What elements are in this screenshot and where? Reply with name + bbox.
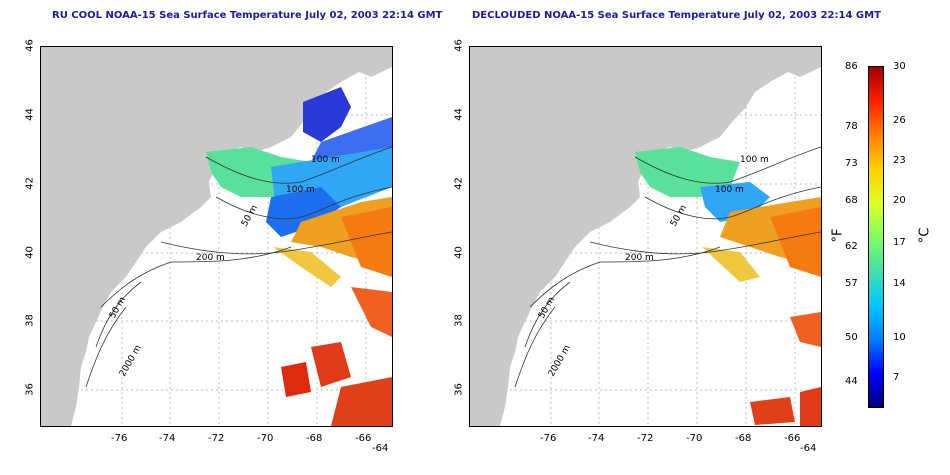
panel-2-contour-label-1: 100 m [740,155,769,165]
panel-1-contours [85,146,392,388]
panel-1-ytick: 42 [24,177,36,190]
panel-1-sst [206,87,392,426]
panel-1-map: 100 m 100 m 50 m 200 m 50 m 2000 m [40,46,393,427]
colorbar-f-label: 78 [845,121,858,132]
panel-2-sst [635,147,821,426]
panel-2-ytick: 44 [453,108,465,121]
panel-1-xtick: -64 [372,443,389,454]
panel-2-contour-label-3: 50 m [669,204,689,229]
colorbar-c-label: 26 [893,115,906,126]
panel-2-xtick: -72 [637,433,654,444]
panel-2-contours [514,146,821,388]
colorbar-f-label: 86 [845,61,858,72]
panel-1-xtick: -72 [208,433,225,444]
panel-2-ytick: 36 [453,383,465,396]
colorbar-c-label: 7 [893,372,900,383]
panel-2-map: 100 m 100 m 50 m 200 m 50 m 2000 m [469,46,822,427]
panel-2-map-svg: 100 m 100 m 50 m 200 m 50 m 2000 m [470,47,821,426]
colorbar-f-label: 50 [845,332,858,343]
colorbar-f-label: 57 [845,278,858,289]
panel-1-title: RU COOL NOAA-15 Sea Surface Temperature … [52,10,443,21]
colorbar-f-label: 44 [845,376,858,387]
panel-1-ytick: 38 [24,314,36,327]
colorbar-c-label: 14 [893,278,906,289]
colorbar-unit-celsius: °C [917,227,933,244]
panel-1-xtick: -74 [159,433,176,444]
panel-1-map-svg: 100 m 100 m 50 m 200 m 50 m 2000 m [41,47,392,426]
colorbar-unit-fahrenheit: °F [830,228,846,243]
panel-2-xtick: -74 [588,433,605,444]
panel-1-ytick: 44 [24,108,36,121]
panel-1-contour-label-2: 100 m [286,185,315,195]
colorbar-c-label: 30 [893,61,906,72]
panel-2-xtick: -64 [800,443,817,454]
panel-1-ytick: 40 [24,246,36,259]
panel-2-ytick: 42 [453,177,465,190]
panel-2-xtick: -68 [735,433,752,444]
panel-2-xtick: -76 [540,433,557,444]
colorbar-c-label: 17 [893,237,906,248]
panel-1-xtick: -70 [257,433,274,444]
panel-2-xtick: -66 [784,433,801,444]
colorbar-f-label: 73 [845,158,858,169]
panel-1-land [41,47,392,426]
panel-1-xtick: -66 [355,433,372,444]
panel-2-ytick: 38 [453,314,465,327]
panel-2-xtick: -70 [686,433,703,444]
panel-1-xtick: -76 [111,433,128,444]
colorbar-c-label: 23 [893,155,906,166]
panel-2-title: DECLOUDED NOAA-15 Sea Surface Temperatur… [472,10,881,21]
colorbar-c-label: 20 [893,195,906,206]
colorbar-gradient [868,66,884,408]
panel-2-contour-label-2: 100 m [715,185,744,195]
colorbar-f-label: 62 [845,241,858,252]
colorbar-c-label: 10 [893,332,906,343]
panel-2-ytick: 40 [453,246,465,259]
panel-2-land [470,47,821,426]
panel-1-xtick: -68 [306,433,323,444]
panel-2-ytick: 46 [453,39,465,52]
panel-1-contour-label-4: 200 m [196,253,225,263]
panel-1-ytick: 46 [24,39,36,52]
panel-1-contour-label-1: 100 m [311,155,340,165]
panel-2-contour-label-4: 200 m [625,253,654,263]
panel-1-contour-label-3: 50 m [240,204,260,229]
panel-1-ytick: 36 [24,383,36,396]
colorbar-f-label: 68 [845,195,858,206]
